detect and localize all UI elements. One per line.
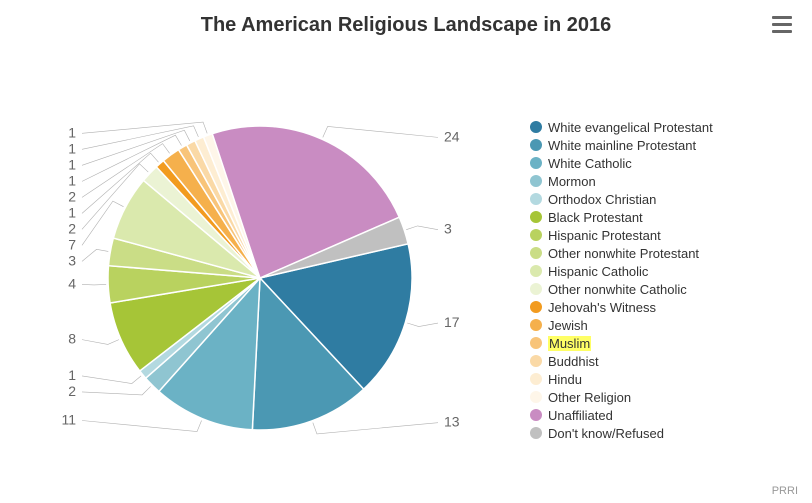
legend-item[interactable]: White Catholic (530, 154, 800, 172)
legend-item[interactable]: Jewish (530, 316, 800, 334)
slice-value-label: 2 (68, 383, 76, 399)
slice-value-label: 1 (68, 140, 76, 156)
legend-label: Other Religion (548, 391, 631, 404)
legend-item[interactable]: Other Religion (530, 388, 800, 406)
legend-item[interactable]: Buddhist (530, 352, 800, 370)
slice-value-label: 7 (68, 236, 76, 252)
legend-item[interactable]: Hispanic Protestant (530, 226, 800, 244)
legend-marker (530, 355, 542, 367)
legend-marker (530, 337, 542, 349)
legend-item[interactable]: Hindu (530, 370, 800, 388)
legend-marker (530, 427, 542, 439)
slice-value-label: 3 (68, 252, 76, 268)
legend-item[interactable]: White mainline Protestant (530, 136, 800, 154)
legend-label: Muslim (548, 337, 591, 350)
legend-marker (530, 175, 542, 187)
slice-value-label: 4 (68, 275, 76, 291)
legend-item[interactable]: Other nonwhite Protestant (530, 244, 800, 262)
legend-label: White Catholic (548, 157, 632, 170)
legend-label: Other nonwhite Catholic (548, 283, 687, 296)
slice-value-label: 8 (68, 331, 76, 347)
slice-value-label: 1 (68, 367, 76, 383)
pie-chart: 2431713111121273481211 (20, 60, 500, 480)
legend-label: Black Protestant (548, 211, 643, 224)
slice-value-label: 13 (444, 414, 460, 430)
legend-label: Jewish (548, 319, 588, 332)
legend-label: Mormon (548, 175, 596, 188)
legend-marker (530, 229, 542, 241)
legend-item[interactable]: Other nonwhite Catholic (530, 280, 800, 298)
slice-value-label: 1 (68, 156, 76, 172)
slice-value-label: 17 (444, 314, 460, 330)
legend-label: Buddhist (548, 355, 599, 368)
legend-marker (530, 409, 542, 421)
legend-item[interactable]: Mormon (530, 172, 800, 190)
legend-marker (530, 319, 542, 331)
legend-label: White evangelical Protestant (548, 121, 713, 134)
legend-marker (530, 247, 542, 259)
slice-value-label: 3 (444, 221, 452, 237)
legend-label: Don't know/Refused (548, 427, 664, 440)
slice-value-label: 1 (68, 124, 76, 140)
legend-label: White mainline Protestant (548, 139, 696, 152)
legend-marker (530, 283, 542, 295)
legend-label: Orthodox Christian (548, 193, 656, 206)
slice-value-label: 1 (68, 172, 76, 188)
legend-label: Hindu (548, 373, 582, 386)
legend-marker (530, 265, 542, 277)
legend-marker (530, 373, 542, 385)
legend-item[interactable]: Black Protestant (530, 208, 800, 226)
legend-item[interactable]: Hispanic Catholic (530, 262, 800, 280)
legend-item[interactable]: White evangelical Protestant (530, 118, 800, 136)
slice-value-label: 2 (68, 220, 76, 236)
legend-item[interactable]: Don't know/Refused (530, 424, 800, 442)
legend-item[interactable]: Muslim (530, 334, 800, 352)
hamburger-icon[interactable] (772, 16, 792, 34)
source-attribution: PRRI (772, 485, 798, 497)
legend-label: Jehovah's Witness (548, 301, 656, 314)
chart-title: The American Religious Landscape in 2016 (0, 0, 812, 37)
legend-item[interactable]: Orthodox Christian (530, 190, 800, 208)
slice-value-label: 2 (68, 188, 76, 204)
slice-value-label: 24 (444, 128, 460, 144)
legend-item[interactable]: Unaffiliated (530, 406, 800, 424)
slice-value-label: 11 (61, 411, 76, 427)
legend-marker (530, 301, 542, 313)
legend-marker (530, 193, 542, 205)
legend-label: Hispanic Catholic (548, 265, 648, 278)
legend-label: Unaffiliated (548, 409, 613, 422)
slice-value-label: 1 (68, 204, 76, 220)
legend-label: Hispanic Protestant (548, 229, 661, 242)
legend: White evangelical Protestant White mainli… (530, 118, 800, 442)
legend-marker (530, 121, 542, 133)
legend-marker (530, 391, 542, 403)
legend-item[interactable]: Jehovah's Witness (530, 298, 800, 316)
legend-label: Other nonwhite Protestant (548, 247, 699, 260)
legend-marker (530, 157, 542, 169)
legend-marker (530, 211, 542, 223)
legend-marker (530, 139, 542, 151)
